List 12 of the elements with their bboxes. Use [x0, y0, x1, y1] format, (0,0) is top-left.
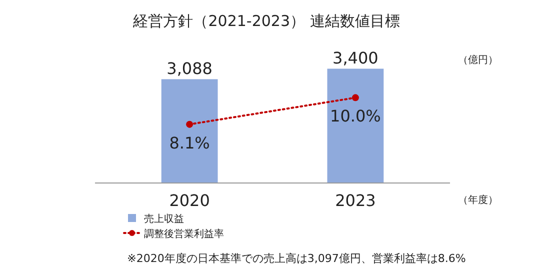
x-tick-label: 2023: [335, 191, 376, 210]
legend-label: 売上収益: [144, 213, 184, 225]
data-label: 3,400: [332, 48, 378, 68]
data-label: 3,088: [166, 59, 212, 78]
text: （億円）: [458, 54, 498, 66]
legend-label: 調整後営業利益率: [144, 228, 224, 240]
text: （年度）: [458, 194, 498, 206]
data-label: 8.1%: [169, 133, 210, 152]
x-tick-label: 2020: [169, 191, 210, 210]
data-label: 10.0%: [330, 106, 381, 126]
text: ※2020年度の日本基準での売上高は3,097億円、営業利益率は8.6%: [127, 252, 466, 265]
chart-title: 経営方針（2021-2023） 連結数値目標: [132, 12, 400, 30]
